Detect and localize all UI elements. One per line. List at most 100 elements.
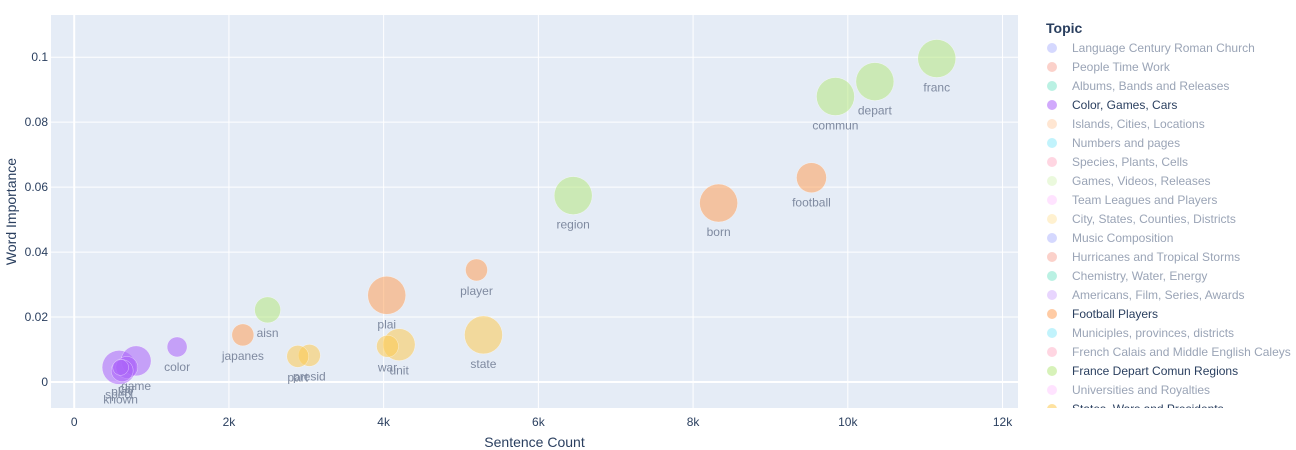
x-axis-title: Sentence Count: [484, 434, 585, 450]
legend-item[interactable]: Islands, Cities, Locations: [1047, 117, 1205, 131]
x-tick-label: 4k: [377, 415, 391, 429]
legend-marker: [1047, 366, 1057, 376]
legend-label: People Time Work: [1072, 60, 1171, 74]
legend-item[interactable]: Municiples, provinces, districts: [1047, 326, 1234, 340]
legend-item[interactable]: Numbers and pages: [1047, 136, 1180, 150]
point-war[interactable]: [376, 335, 399, 358]
point-label-aisn: aisn: [257, 326, 279, 340]
legend-marker: [1047, 100, 1057, 110]
legend-marker: [1047, 43, 1057, 53]
legend-marker: [1047, 309, 1057, 319]
legend-label: Numbers and pages: [1072, 136, 1180, 150]
point-label-unit: unit: [389, 364, 409, 378]
legend-item[interactable]: Species, Plants, Cells: [1047, 155, 1188, 169]
point-region[interactable]: [553, 176, 593, 215]
point-label-region: region: [557, 218, 590, 232]
point-franc[interactable]: [917, 39, 957, 78]
point-label-war: war: [377, 360, 397, 374]
point-label-car: car: [118, 381, 135, 395]
legend-marker: [1047, 347, 1057, 357]
legend-label: Hurricanes and Tropical Storms: [1072, 250, 1240, 264]
point-label-play: play: [111, 385, 133, 399]
legend-item[interactable]: Language Century Roman Church: [1047, 41, 1255, 55]
y-tick-label: 0.1: [31, 50, 48, 64]
point-football[interactable]: [796, 162, 827, 193]
point-label-known: known: [103, 392, 138, 406]
legend-marker: [1047, 157, 1057, 167]
legend-item[interactable]: France Depart Comun Regions: [1047, 364, 1238, 378]
point-player[interactable]: [465, 258, 488, 282]
legend-label: Species, Plants, Cells: [1072, 155, 1188, 169]
point-label-football: football: [792, 196, 831, 210]
point-label-color: color: [164, 360, 190, 374]
legend-item[interactable]: Chemistry, Water, Energy: [1047, 269, 1207, 283]
point-born[interactable]: [699, 183, 738, 223]
legend-label: Universities and Royalties: [1072, 383, 1210, 397]
legend-marker: [1047, 214, 1057, 224]
point-state[interactable]: [464, 315, 503, 355]
point-aisn[interactable]: [254, 296, 281, 324]
legend-item[interactable]: Football Players: [1047, 307, 1158, 321]
y-axis-title: Word Importance: [3, 158, 19, 265]
legend-marker: [1047, 81, 1057, 91]
point-plai[interactable]: [367, 276, 406, 315]
legend-label: Color, Games, Cars: [1072, 98, 1177, 112]
legend-marker: [1047, 328, 1057, 338]
legend-label: French Calais and Middle English Caleys: [1072, 345, 1291, 359]
legend-item[interactable]: City, States, Counties, Districts: [1047, 212, 1236, 226]
point-color[interactable]: [166, 336, 188, 358]
x-axis-ticks: 0 2k 4k 6k 8k 10k 12k: [71, 415, 1013, 429]
point-label-part: part: [287, 370, 308, 384]
y-tick-label: 0: [41, 375, 48, 389]
legend-marker: [1047, 404, 1057, 408]
legend-item[interactable]: Hurricanes and Tropical Storms: [1047, 250, 1240, 264]
legend-label: Americans, Film, Series, Awards: [1072, 288, 1245, 302]
legend-item[interactable]: Team Leagues and Players: [1047, 193, 1217, 207]
point-known[interactable]: [112, 359, 129, 376]
data-points: [101, 39, 957, 385]
x-tick-label: 8k: [687, 415, 701, 429]
y-axis-ticks: 0 0.02 0.04 0.06 0.08 0.1: [25, 50, 49, 389]
point-label-born: born: [707, 225, 731, 239]
point-depart[interactable]: [855, 62, 895, 101]
point-part[interactable]: [286, 345, 310, 368]
legend-marker: [1047, 290, 1057, 300]
legend-marker: [1047, 271, 1057, 281]
legend-item[interactable]: French Calais and Middle English Caleys: [1047, 345, 1291, 359]
legend-title: Topic: [1046, 20, 1083, 36]
legend-marker: [1047, 62, 1057, 72]
legend-label: France Depart Comun Regions: [1072, 364, 1238, 378]
point-label-state: state: [470, 357, 496, 371]
legend-item[interactable]: States, Wars and Presidents: [1047, 402, 1224, 416]
legend-label: States, Wars and Presidents: [1072, 402, 1224, 416]
legend-item[interactable]: Universities and Royalties: [1047, 383, 1210, 397]
legend-items: Language Century Roman Church People Time…: [1047, 41, 1291, 416]
x-tick-label: 0: [71, 415, 78, 429]
point-label-depart: depart: [858, 104, 893, 118]
legend-item[interactable]: Color, Games, Cars: [1047, 98, 1177, 112]
legend-label: Islands, Cities, Locations: [1072, 117, 1205, 131]
point-label-player: player: [460, 284, 493, 298]
legend-label: Municiples, provinces, districts: [1072, 326, 1234, 340]
point-commun[interactable]: [816, 77, 855, 116]
x-tick-label: 10k: [838, 415, 858, 429]
legend-label: Language Century Roman Church: [1072, 41, 1255, 55]
point-japanes[interactable]: [231, 323, 255, 347]
grid-lines: [51, 15, 1018, 408]
point-label-game: game: [121, 379, 151, 393]
legend-label: Albums, Bands and Releases: [1072, 79, 1229, 93]
legend-label: Games, Videos, Releases: [1072, 174, 1211, 188]
legend-label: City, States, Counties, Districts: [1072, 212, 1236, 226]
legend-item[interactable]: Albums, Bands and Releases: [1047, 79, 1229, 93]
legend-marker: [1047, 252, 1057, 262]
legend-label: Chemistry, Water, Energy: [1072, 269, 1207, 283]
legend-item[interactable]: Music Composition: [1047, 231, 1173, 245]
legend-item[interactable]: People Time Work: [1047, 60, 1171, 74]
legend-item[interactable]: Games, Videos, Releases: [1047, 174, 1211, 188]
legend-item[interactable]: Americans, Film, Series, Awards: [1047, 288, 1245, 302]
x-tick-label: 12k: [993, 415, 1013, 429]
legend-label: Music Composition: [1072, 231, 1173, 245]
legend: Topic Language Century Roman Church Peopl…: [1046, 20, 1291, 416]
